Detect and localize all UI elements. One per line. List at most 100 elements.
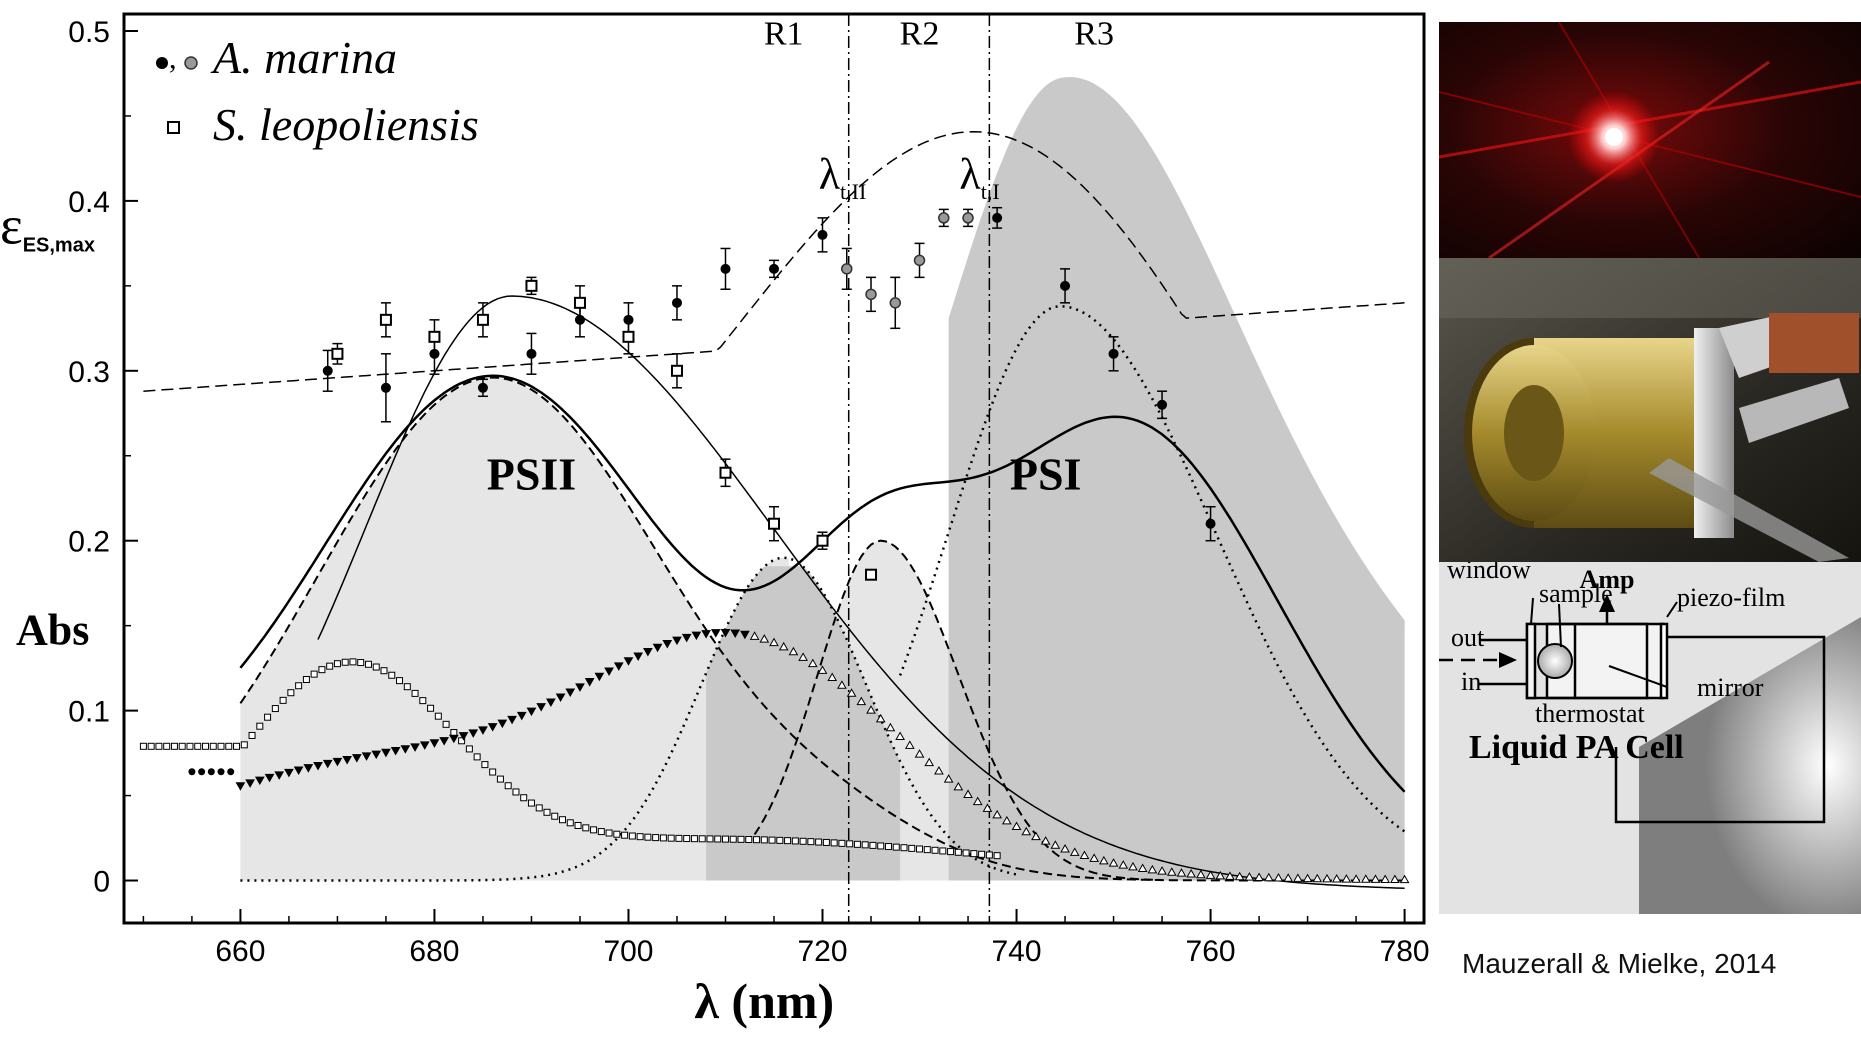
- am-abs-triangle: [759, 634, 770, 643]
- am-abs-triangle: [885, 722, 896, 732]
- am-abs-point: [207, 768, 215, 776]
- sl-abs-point: [194, 742, 202, 750]
- sl-abs-point: [279, 696, 287, 704]
- sl-abs-point: [217, 742, 225, 750]
- am-abs-triangle: [1370, 874, 1381, 883]
- am-abs-triangle: [507, 715, 517, 725]
- s-leopoliensis-point: [573, 296, 586, 309]
- sl-abs-point: [473, 753, 481, 761]
- am-abs-triangle: [245, 779, 255, 788]
- sl-abs-point: [186, 742, 194, 750]
- am-abs-triangle: [875, 713, 886, 723]
- am-abs-triangle: [1331, 873, 1342, 883]
- sl-abs-point: [791, 837, 799, 845]
- sl-abs-point: [302, 676, 310, 684]
- sl-abs-point: [256, 722, 264, 730]
- sl-abs-point: [683, 835, 691, 843]
- sl-abs-point: [349, 658, 357, 666]
- sl-abs-point: [698, 835, 706, 843]
- am-abs-triangle: [662, 639, 673, 649]
- sl-abs-point: [380, 667, 388, 675]
- x-tick-label: 700: [603, 935, 653, 968]
- region-label-1: R2: [900, 16, 940, 53]
- diagram-title: Liquid PA Cell: [1469, 729, 1684, 766]
- am-abs-triangle: [866, 705, 876, 714]
- sl-abs-point: [760, 836, 768, 844]
- am-abs-triangle: [1244, 872, 1255, 881]
- sl-abs-point: [970, 850, 978, 858]
- am-abs-triangle: [1157, 866, 1167, 875]
- am-abs-triangle: [458, 732, 469, 741]
- region-label-2: R3: [1074, 16, 1114, 53]
- am-abs-triangle: [342, 756, 352, 765]
- sl-abs-point: [768, 836, 776, 844]
- am-abs-triangle: [1196, 869, 1206, 879]
- am-abs-triangle: [313, 762, 323, 771]
- sl-abs-point: [139, 742, 147, 750]
- am-abs-triangle: [1089, 853, 1100, 862]
- sl-abs-point: [434, 712, 442, 720]
- figure-credit: Mauzerall & Mielke, 2014: [1462, 948, 1777, 979]
- am-abs-triangle: [982, 803, 993, 812]
- sl-abs-point: [822, 838, 830, 846]
- sl-abs-point: [590, 826, 598, 834]
- sl-abs-point: [962, 849, 970, 857]
- sl-abs-point: [147, 742, 155, 750]
- sl-abs-point: [489, 768, 497, 776]
- sl-abs-point: [954, 848, 962, 856]
- x-axis-label: λ (nm): [694, 973, 834, 1029]
- sl-abs-point: [892, 843, 900, 851]
- am-abs-triangle: [1263, 872, 1274, 882]
- sl-abs-point: [155, 742, 163, 750]
- sl-abs-point: [753, 836, 761, 844]
- am-abs-triangle: [400, 745, 411, 754]
- sl-abs-point: [582, 824, 590, 832]
- s-leopoliensis-point: [428, 330, 441, 343]
- sl-abs-point: [372, 663, 380, 671]
- sl-abs-point: [271, 705, 279, 713]
- am-abs-triangle: [254, 776, 265, 786]
- sl-abs-point: [326, 662, 334, 670]
- am-abs-triangle: [604, 667, 614, 677]
- y-tick-label: 0.3: [68, 356, 110, 389]
- am-abs-triangle: [817, 665, 828, 674]
- diagram-window: window: [1447, 562, 1531, 584]
- sl-abs-point: [341, 658, 349, 666]
- am-abs-triangle: [1215, 870, 1226, 880]
- band-fills: [240, 77, 1405, 881]
- sl-abs-point: [233, 742, 241, 750]
- psi-band-fill: [948, 77, 1405, 881]
- am-abs-triangle: [963, 789, 973, 798]
- diagram-in: in: [1461, 667, 1481, 696]
- sl-abs-point: [442, 720, 450, 728]
- am-abs-triangle: [740, 630, 750, 640]
- sl-abs-point: [178, 742, 186, 750]
- a-marina-point: [322, 365, 333, 376]
- transition-subscript-1: t,I: [981, 179, 1000, 204]
- sl-abs-point: [659, 834, 667, 842]
- input-arrow-icon: [1499, 652, 1517, 668]
- sl-abs-point: [465, 745, 473, 753]
- sl-abs-point: [427, 704, 435, 712]
- sl-abs-point: [853, 840, 861, 848]
- am-abs-triangle: [701, 630, 711, 639]
- sl-abs-point: [419, 697, 427, 705]
- am-abs-triangle: [1380, 874, 1391, 883]
- am-abs-triangle: [934, 765, 944, 775]
- am-abs-triangle: [536, 703, 547, 712]
- am-abs-triangle: [1021, 826, 1032, 836]
- sl-abs-point: [784, 837, 792, 845]
- y-axis-label-subscript: ES,max: [23, 234, 95, 256]
- am-abs-triangle: [478, 726, 488, 735]
- legend-label-a-marina: A. marina: [210, 32, 397, 83]
- sl-abs-point: [458, 737, 466, 745]
- am-abs-triangle: [856, 696, 867, 706]
- sl-abs-point: [357, 659, 365, 667]
- am-abs-point: [227, 768, 235, 776]
- sl-abs-point: [721, 835, 729, 843]
- sl-abs-point: [815, 838, 823, 846]
- sl-abs-point: [652, 834, 660, 842]
- a-marina-point: [817, 229, 828, 240]
- am-abs-triangle: [1069, 847, 1080, 856]
